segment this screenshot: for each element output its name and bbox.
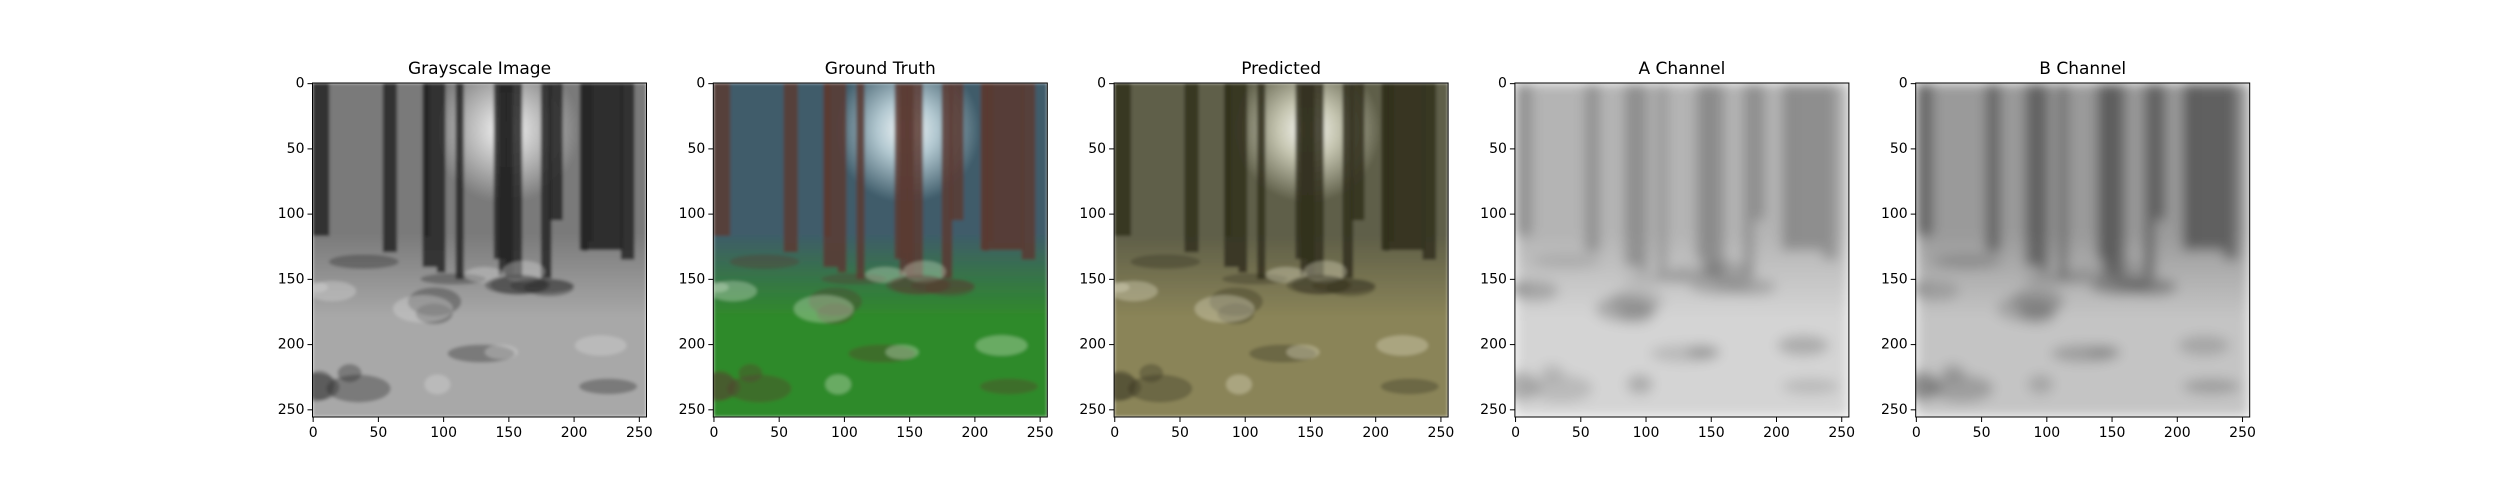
y-tick-label: 100	[1079, 206, 1106, 222]
y-tick-label: 100	[278, 206, 305, 222]
image	[1915, 83, 2250, 417]
image	[312, 83, 647, 417]
y-tick-label: 0	[1097, 76, 1106, 92]
x-tick-label: 250	[626, 425, 653, 441]
axes-frame	[712, 82, 1048, 418]
x-tick-label: 150	[1297, 425, 1324, 441]
x-tick-label: 0	[709, 425, 718, 441]
subplot-title: Grayscale Image	[408, 59, 551, 79]
y-tick-label: 50	[287, 141, 305, 157]
y-tick-label: 100	[1480, 206, 1507, 222]
axes-frame	[312, 82, 647, 418]
x-tick-label: 150	[896, 425, 923, 441]
image	[713, 83, 1048, 417]
y-tick-label: 250	[679, 402, 706, 418]
x-tick-label: 0	[1912, 425, 1921, 441]
image	[1514, 83, 1849, 417]
y-tick-label: 250	[1480, 402, 1507, 418]
x-tick-label: 50	[1973, 425, 1991, 441]
y-tick-label: 100	[1881, 206, 1908, 222]
x-tick-label: 100	[831, 425, 858, 441]
axes-frame	[1514, 82, 1850, 418]
y-tick-label: 250	[1079, 402, 1106, 418]
x-tick-label: 100	[2033, 425, 2060, 441]
y-tick-label: 50	[1489, 141, 1507, 157]
y-tick-label: 150	[679, 271, 706, 287]
image	[1114, 83, 1449, 417]
y-tick-label: 150	[1079, 271, 1106, 287]
x-tick-label: 0	[309, 425, 318, 441]
x-tick-label: 100	[1232, 425, 1259, 441]
y-tick-label: 250	[278, 402, 305, 418]
y-tick-label: 250	[1881, 402, 1908, 418]
y-tick-label: 100	[679, 206, 706, 222]
y-tick-label: 150	[278, 271, 305, 287]
subplot-title: Ground Truth	[825, 59, 936, 79]
x-tick-label: 250	[1027, 425, 1054, 441]
y-tick-label: 50	[1088, 141, 1106, 157]
y-tick-label: 200	[1881, 337, 1908, 353]
x-tick-label: 150	[495, 425, 522, 441]
subplot-title: B Channel	[2039, 59, 2126, 79]
subplot-title: Predicted	[1241, 59, 1321, 79]
x-tick-label: 50	[369, 425, 387, 441]
y-tick-label: 0	[296, 76, 305, 92]
x-tick-label: 50	[1171, 425, 1189, 441]
x-tick-label: 150	[2099, 425, 2126, 441]
axes-frame	[1113, 82, 1449, 418]
y-tick-label: 150	[1480, 271, 1507, 287]
x-tick-label: 200	[561, 425, 588, 441]
y-tick-label: 200	[1480, 337, 1507, 353]
x-tick-label: 250	[1428, 425, 1455, 441]
x-tick-label: 200	[1362, 425, 1389, 441]
x-tick-label: 0	[1511, 425, 1520, 441]
x-tick-label: 100	[430, 425, 457, 441]
y-tick-label: 0	[1498, 76, 1507, 92]
y-tick-label: 200	[679, 337, 706, 353]
y-tick-label: 200	[1079, 337, 1106, 353]
subplot-title: A Channel	[1638, 59, 1725, 79]
x-tick-label: 200	[962, 425, 989, 441]
y-tick-label: 50	[1890, 141, 1908, 157]
x-tick-label: 250	[2229, 425, 2256, 441]
y-tick-label: 150	[1881, 271, 1908, 287]
y-tick-label: 0	[696, 76, 705, 92]
y-tick-label: 200	[278, 337, 305, 353]
axes-frame	[1915, 82, 2251, 418]
x-tick-label: 200	[1763, 425, 1790, 441]
y-tick-label: 0	[1899, 76, 1908, 92]
x-tick-label: 150	[1698, 425, 1725, 441]
x-tick-label: 250	[1828, 425, 1855, 441]
y-tick-label: 50	[687, 141, 705, 157]
x-tick-label: 100	[1633, 425, 1660, 441]
x-tick-label: 50	[1572, 425, 1590, 441]
x-tick-label: 0	[1110, 425, 1119, 441]
x-tick-label: 200	[2164, 425, 2191, 441]
x-tick-label: 50	[770, 425, 788, 441]
